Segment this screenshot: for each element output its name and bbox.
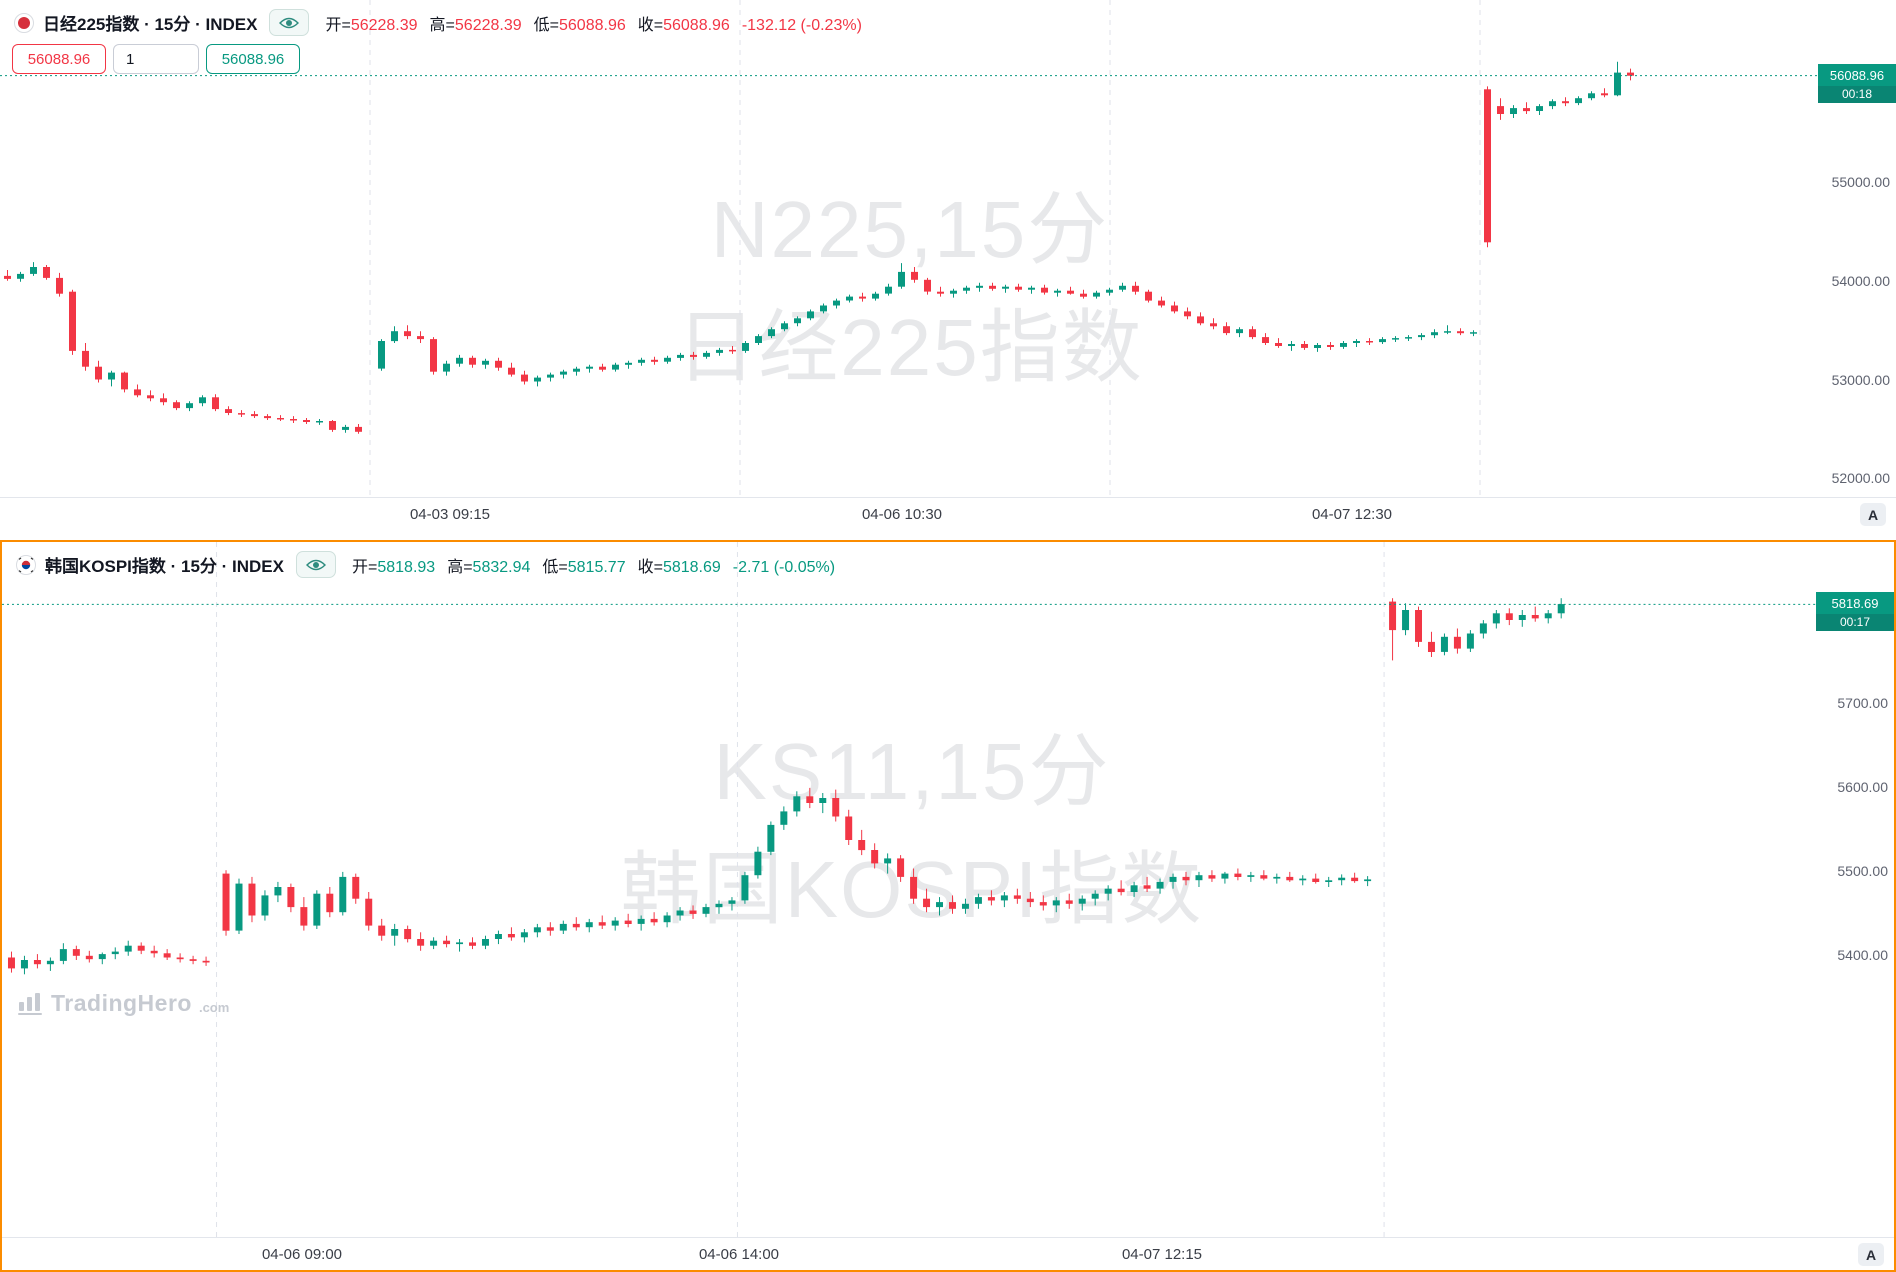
- nikkei-panel: N225,15分 日经225指数 日经225指数 · 15分 · INDEX 开…: [0, 0, 1896, 540]
- price-scale-label: 5400.00: [1834, 946, 1888, 963]
- session-break-gridlines: [216, 542, 1385, 1237]
- instant-order-panel: 56088.96 1 56088.96: [12, 44, 300, 74]
- time-axis[interactable]: A 04-03 09:15 04-06 10:30 04-07 12:30: [0, 497, 1896, 540]
- symbol-title[interactable]: 韩国KOSPI指数 · 15分 · INDEX: [45, 557, 284, 576]
- time-axis-label: 04-06 10:30: [861, 506, 943, 523]
- kospi-panel: KS11,15分 韩国KOSPI指数 TradingHero .com 韩国KO…: [0, 540, 1896, 1272]
- candlestick-chart[interactable]: [0, 0, 1896, 540]
- symbol-header: 日经225指数 · 15分 · INDEX 开=56228.39 高=56228.…: [14, 9, 874, 36]
- auto-scale-badge[interactable]: A: [1858, 1243, 1884, 1266]
- low-label: 低=: [533, 16, 559, 34]
- low-label: 低=: [542, 558, 568, 576]
- high-label: 高=: [447, 558, 473, 576]
- high-label: 高=: [429, 16, 455, 34]
- quantity-input[interactable]: 1: [113, 44, 199, 74]
- price-scale-label: 54000.00: [1828, 272, 1890, 289]
- open-value: 56228.39: [350, 16, 418, 34]
- time-axis-label: 04-06 14:00: [698, 1246, 780, 1263]
- price-scale-label: 5600.00: [1834, 778, 1888, 795]
- price-scale-label: 5700.00: [1834, 694, 1888, 711]
- tradinghero-text: TradingHero: [51, 990, 192, 1016]
- session-break-gridlines: [369, 0, 1481, 497]
- close-label: 收=: [637, 16, 664, 34]
- tradinghero-chart-icon: [18, 992, 42, 1015]
- candles: [4, 61, 1634, 434]
- close-value: 56088.96: [663, 16, 730, 34]
- close-value: 5818.69: [662, 558, 721, 576]
- last-price-badge[interactable]: 5818.69 00:17: [1816, 592, 1894, 632]
- symbol-title[interactable]: 日经225指数 · 15分 · INDEX: [43, 15, 258, 34]
- open-label: 开=: [325, 16, 351, 34]
- symbol-header: 韩国KOSPI指数 · 15分 · INDEX 开=5818.93 高=5832.…: [16, 551, 847, 578]
- eye-toggle-button[interactable]: [295, 551, 336, 578]
- change-value: -2.71 (-0.05%): [732, 558, 836, 576]
- bar-countdown: 00:17: [1816, 614, 1894, 632]
- close-label: 收=: [637, 558, 663, 576]
- low-value: 56088.96: [559, 16, 626, 34]
- time-axis-label: 04-07 12:15: [1121, 1246, 1203, 1263]
- price-scale-label: 53000.00: [1828, 371, 1890, 388]
- auto-scale-badge[interactable]: A: [1860, 503, 1886, 526]
- time-axis[interactable]: A 04-06 09:00 04-06 14:00 04-07 12:15: [2, 1237, 1894, 1270]
- candles: [7, 598, 1565, 975]
- low-value: 5815.77: [567, 558, 626, 576]
- price-scale-label: 52000.00: [1828, 470, 1890, 487]
- high-value: 5832.94: [472, 558, 531, 576]
- time-axis-label: 04-06 09:00: [261, 1246, 343, 1263]
- eye-toggle-button[interactable]: [269, 9, 310, 36]
- last-price-badge[interactable]: 56088.96 00:18: [1818, 63, 1896, 103]
- open-value: 5818.93: [377, 558, 436, 576]
- last-price-value: 5818.69: [1816, 592, 1894, 615]
- change-value: -132.12 (-0.23%): [741, 16, 862, 34]
- ohlc-readout: 开=5818.93 高=5832.94 低=5815.77 收=5818.69 -2.7…: [352, 553, 847, 577]
- last-price-value: 56088.96: [1818, 63, 1896, 86]
- tradinghero-logo: TradingHero .com: [18, 990, 229, 1017]
- buy-price-button[interactable]: 56088.96: [206, 44, 300, 74]
- price-scale-label: 5500.00: [1834, 862, 1888, 879]
- japan-flag-icon: [14, 12, 34, 33]
- time-axis-label: 04-07 12:30: [1311, 506, 1393, 523]
- tradinghero-suffix: .com: [198, 1000, 230, 1015]
- price-scale-label: 55000.00: [1828, 174, 1890, 191]
- korea-flag-icon: [16, 554, 36, 575]
- open-label: 开=: [351, 558, 378, 576]
- high-value: 56228.39: [454, 16, 522, 34]
- bar-countdown: 00:18: [1818, 85, 1896, 103]
- ohlc-readout: 开=56228.39 高=56228.39 低=56088.96 收=56088.96…: [325, 11, 873, 35]
- time-axis-label: 04-03 09:15: [409, 506, 491, 523]
- candlestick-chart[interactable]: [2, 542, 1894, 1270]
- sell-price-button[interactable]: 56088.96: [12, 44, 106, 74]
